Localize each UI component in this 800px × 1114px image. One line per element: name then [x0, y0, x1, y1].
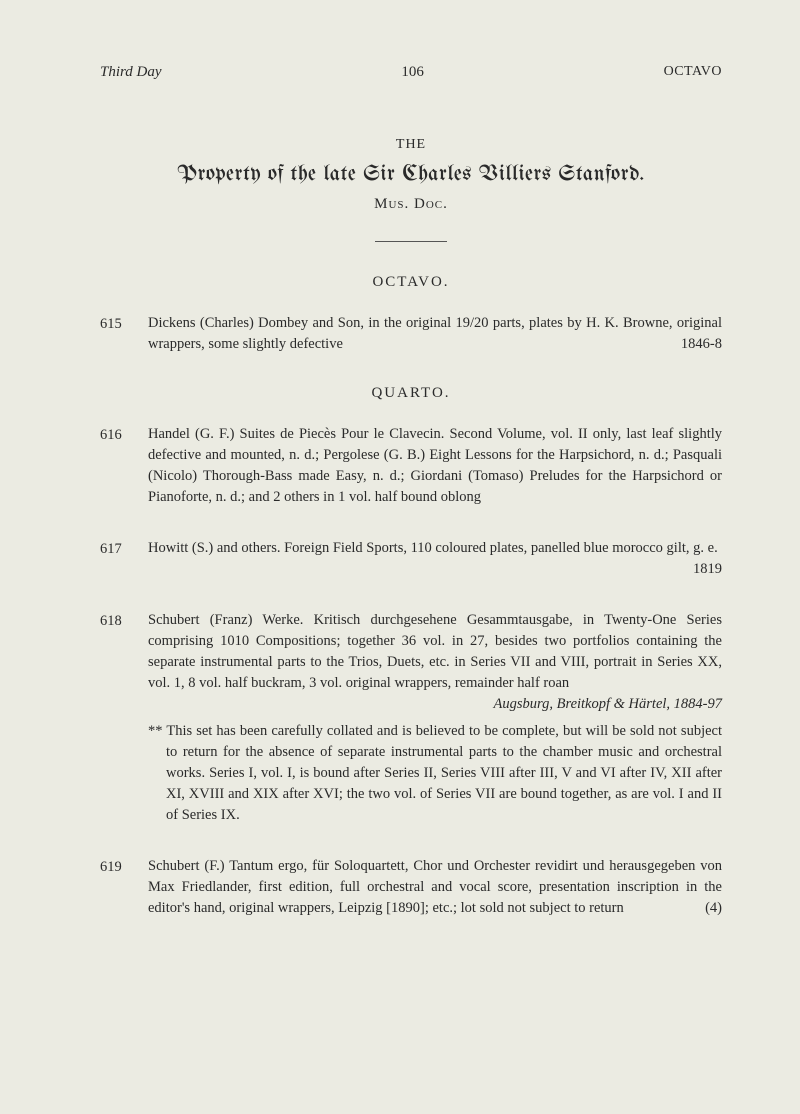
lot-text: Dickens (Charles) Dombey and Son, in the… [148, 315, 722, 352]
the-label: THE [100, 137, 722, 153]
section-quarto: QUARTO. [100, 385, 722, 402]
running-header: Third Day 106 OCTAVO [100, 64, 722, 81]
header-right: OCTAVO [664, 64, 722, 81]
main-title: Property of the late Sir Charles Villier… [100, 163, 722, 186]
lot-text: Howitt (S.) and others. Foreign Field Sp… [148, 540, 718, 556]
lot-number: 616 [100, 424, 148, 508]
lot-entry: 615 Dickens (Charles) Dombey and Son, in… [100, 313, 722, 355]
lot-number: 618 [100, 610, 148, 826]
lot-body: Dickens (Charles) Dombey and Son, in the… [148, 313, 722, 355]
lot-body: Handel (G. F.) Suites de Piecès Pour le … [148, 424, 722, 508]
lot-number: 615 [100, 313, 148, 355]
lot-year: 1819 [693, 559, 722, 580]
note-marker: ** [148, 723, 163, 739]
lot-entry: 619 Schubert (F.) Tantum ergo, für Soloq… [100, 856, 722, 919]
lot-body: Schubert (Franz) Werke. Kritisch durchge… [148, 610, 722, 826]
lot-entry: 616 Handel (G. F.) Suites de Piecès Pour… [100, 424, 722, 508]
section-octavo: OCTAVO. [100, 274, 722, 291]
divider-rule [375, 241, 447, 242]
lot-text: Schubert (Franz) Werke. Kritisch durchge… [148, 612, 722, 691]
page-number: 106 [401, 64, 424, 81]
lot-year: 1846-8 [681, 334, 722, 355]
note-text: This set has been carefully collated and… [166, 723, 722, 823]
lot-note: ** This set has been carefully collated … [166, 721, 722, 826]
lot-number: 619 [100, 856, 148, 919]
lot-tail: (4) [705, 898, 722, 919]
page: Third Day 106 OCTAVO THE Property of the… [0, 0, 800, 989]
lot-entry: 618 Schubert (Franz) Werke. Kritisch dur… [100, 610, 722, 826]
lot-text: Handel (G. F.) Suites de Piecès Pour le … [148, 426, 722, 505]
lot-text: Schubert (F.) Tantum ergo, für Soloquart… [148, 858, 722, 916]
subtitle: Mus. Doc. [100, 196, 722, 213]
lot-body: Schubert (F.) Tantum ergo, für Soloquart… [148, 856, 722, 919]
lot-entry: 617 Howitt (S.) and others. Foreign Fiel… [100, 538, 722, 580]
header-left: Third Day [100, 64, 162, 81]
lot-body: Howitt (S.) and others. Foreign Field Sp… [148, 538, 722, 580]
lot-number: 617 [100, 538, 148, 580]
lot-place: Augsburg, Breitkopf & Härtel, 1884-97 [148, 694, 722, 715]
